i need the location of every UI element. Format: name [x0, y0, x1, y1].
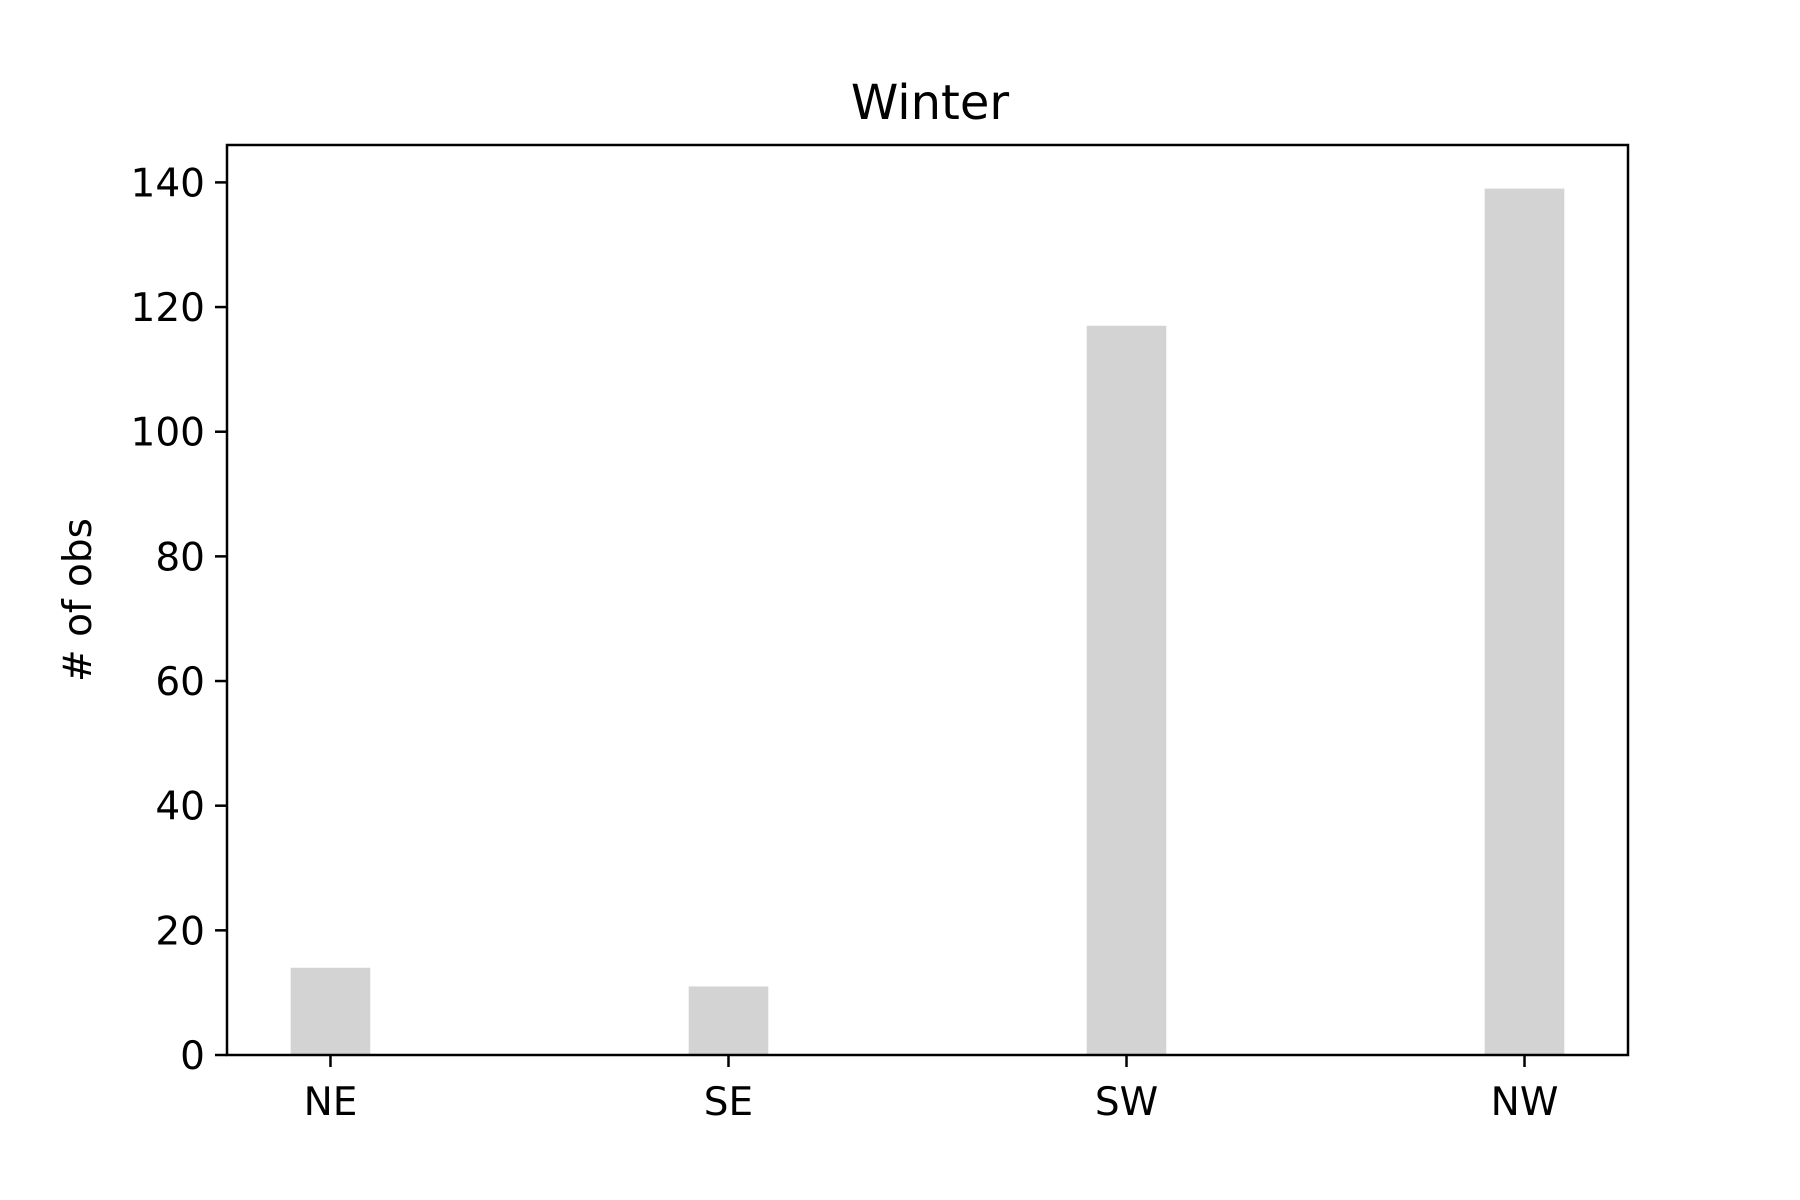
- bar-se: [688, 986, 769, 1055]
- axes-frame: [225, 143, 1630, 1057]
- x-tick-label-nw: NW: [1491, 1080, 1559, 1125]
- y-tick-label: 100: [131, 411, 205, 456]
- x-tick-label-ne: NE: [304, 1080, 358, 1125]
- x-axis-ticks: NE SE SW NW: [304, 1055, 1559, 1125]
- y-tick-label: 80: [155, 535, 205, 580]
- y-tick-label: 140: [131, 161, 205, 206]
- x-tick-label-sw: SW: [1095, 1080, 1158, 1125]
- y-tick-label: 60: [155, 660, 205, 705]
- chart-title: Winter: [851, 75, 1010, 131]
- x-tick-label-se: SE: [704, 1080, 753, 1125]
- bar-nw: [1484, 188, 1565, 1056]
- bar-sw: [1086, 325, 1167, 1055]
- bar-ne: [290, 967, 371, 1055]
- y-axis-ticks: 0 20 40 60 80 100 120 140: [131, 161, 227, 1079]
- y-tick-label: 0: [180, 1034, 205, 1079]
- y-axis-label: # of obs: [56, 518, 101, 682]
- bars-group: [290, 188, 1565, 1056]
- y-tick-label: 40: [155, 785, 205, 830]
- y-tick-label: 20: [155, 909, 205, 954]
- y-tick-label: 120: [131, 286, 205, 331]
